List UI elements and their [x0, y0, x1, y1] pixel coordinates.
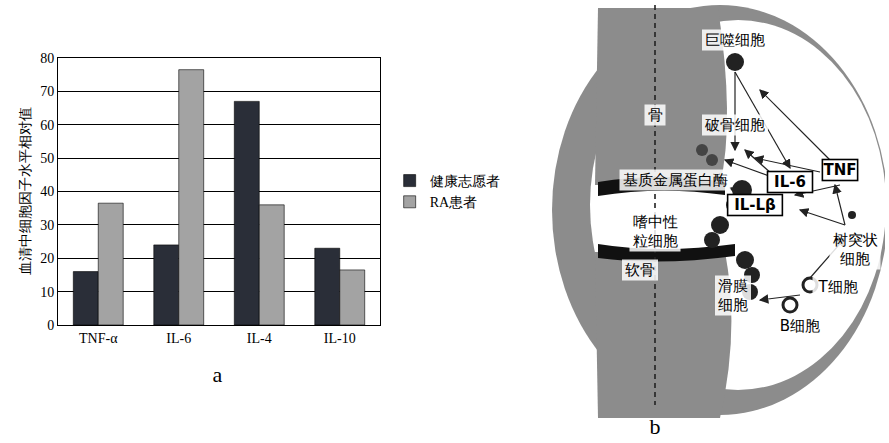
svg-text:细胞: 细胞 [840, 250, 870, 268]
svg-text:IL-10: IL-10 [324, 331, 356, 346]
svg-text:T细胞: T细胞 [817, 278, 857, 296]
svg-text:30: 30 [40, 218, 54, 233]
svg-text:RA患者: RA患者 [430, 195, 477, 210]
svg-text:破骨细胞: 破骨细胞 [704, 116, 765, 134]
svg-text:IL-6: IL-6 [774, 173, 806, 191]
svg-text:0: 0 [47, 318, 54, 333]
svg-text:血清中细胞因子水平相对值: 血清中细胞因子水平相对值 [18, 108, 33, 276]
svg-text:细胞: 细胞 [718, 296, 748, 314]
svg-text:10: 10 [40, 285, 54, 300]
svg-text:基质金属蛋白酶: 基质金属蛋白酶 [623, 171, 728, 189]
svg-text:80: 80 [40, 51, 54, 66]
svg-text:巨噬细胞: 巨噬细胞 [705, 31, 765, 49]
svg-text:B细胞: B细胞 [780, 317, 820, 335]
svg-text:树突状: 树突状 [833, 231, 878, 249]
svg-text:IL-6: IL-6 [166, 331, 191, 346]
svg-text:40: 40 [40, 184, 54, 199]
svg-text:70: 70 [40, 84, 54, 99]
svg-text:TNF-α: TNF-α [79, 331, 118, 346]
svg-text:50: 50 [40, 151, 54, 166]
svg-text:20: 20 [40, 251, 54, 266]
svg-text:嗜中性: 嗜中性 [633, 213, 678, 231]
svg-text:软骨: 软骨 [625, 261, 655, 279]
svg-text:IL-4: IL-4 [247, 331, 272, 346]
svg-text:滑膜: 滑膜 [718, 277, 748, 295]
svg-text:60: 60 [40, 118, 54, 133]
svg-text:骨: 骨 [648, 106, 663, 124]
svg-text:IL-Lβ: IL-Lβ [734, 196, 776, 214]
svg-text:TNF: TNF [823, 161, 856, 179]
html-text:a: a [212, 362, 223, 387]
svg-text:粒细胞: 粒细胞 [633, 232, 678, 250]
svg-text:健康志愿者: 健康志愿者 [430, 174, 500, 189]
svg-text:b: b [650, 414, 661, 439]
